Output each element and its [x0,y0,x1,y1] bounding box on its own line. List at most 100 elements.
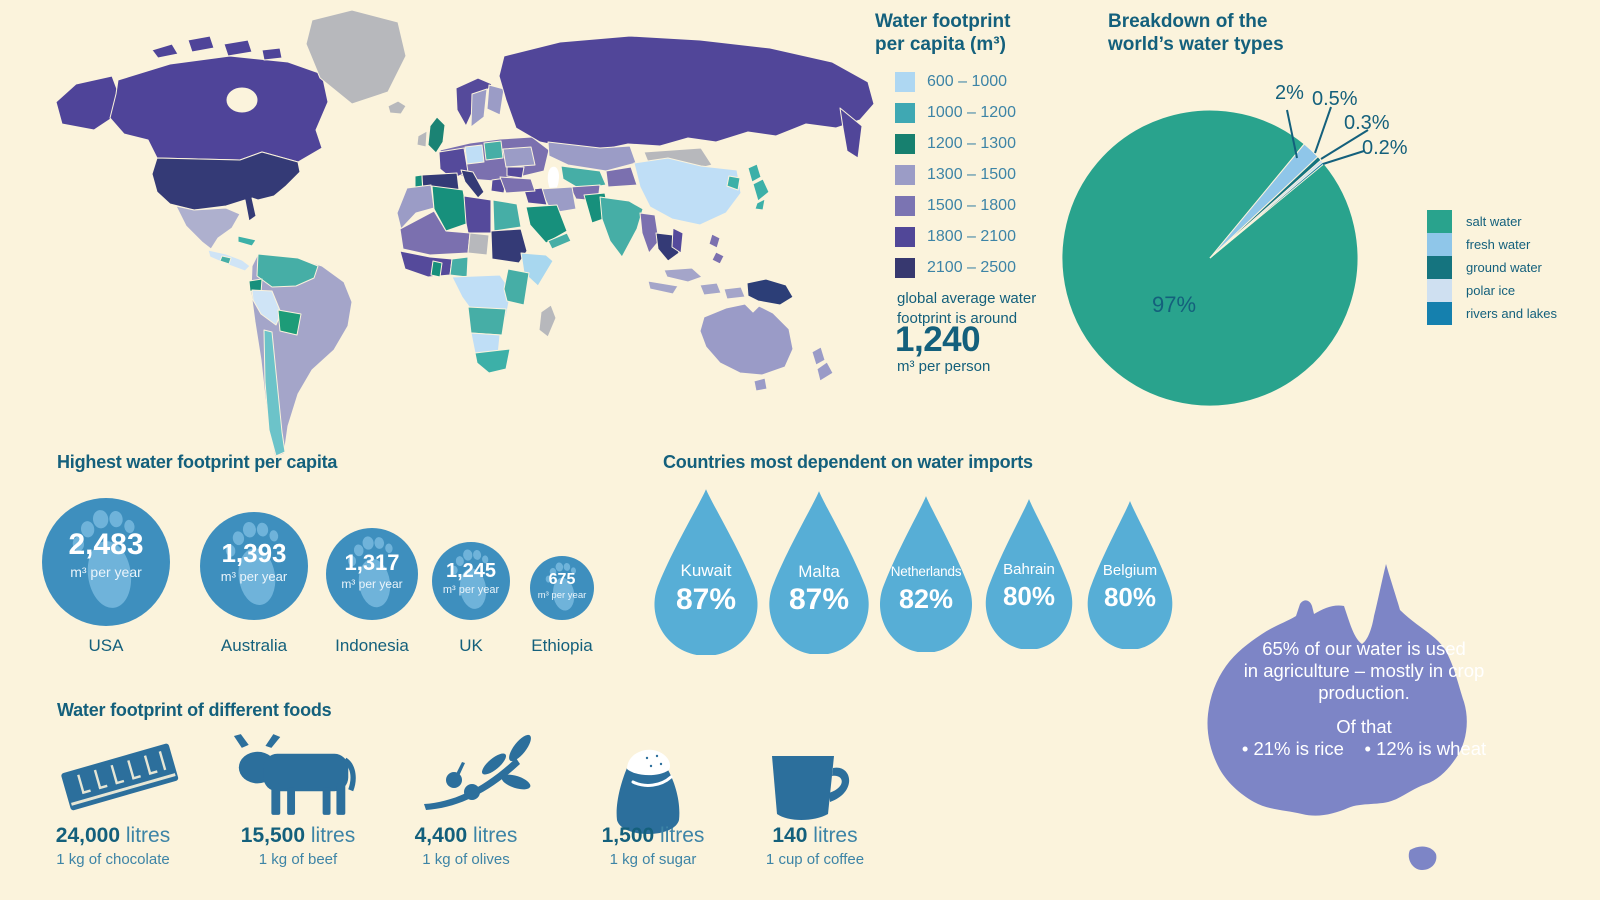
australia-fact-line2: in agriculture – mostly in crop [1243,660,1485,681]
pie-callout-rivers: 0.2% [1362,137,1408,159]
bin-label: 1300 – 1500 [927,166,1016,183]
food-unit: litres [660,824,705,847]
drop-country: Belgium [1102,562,1158,579]
bin-swatch [895,165,915,185]
footprint-circle-indonesia: 1,317 m³ per year [326,528,418,620]
food-value-sugar: 1,500 litres [602,824,705,848]
pie-legend-label: polar ice [1466,283,1516,298]
pie-legend-row: fresh water [1427,233,1530,256]
food-value: 15,500 [240,824,306,847]
footprint-unit: m³ per year [70,564,142,580]
footprint-unit: m³ per year [442,584,500,596]
food-unit: litres [125,824,171,847]
footprint-circle-uk: 1,245 m³ per year [432,542,510,620]
food-caption-chocolate: 1 kg of chocolate [56,851,170,868]
pie-callout-ground: 0.5% [1312,88,1358,110]
footprint-circle-australia: 1,393 m³ per year [200,512,308,620]
bin-label: 1200 – 1300 [927,135,1016,152]
footprint-value: 1,393 [221,538,287,568]
drop-country: Netherlands [890,563,962,579]
water-drop-bahrain: Bahrain 80% [982,497,1076,649]
bin-swatch [895,196,915,216]
footprint-circle-usa: 2,483 m³ per year [42,498,170,626]
food-caption-beef: 1 kg of beef [258,851,338,868]
pie-legend-row: ground water [1427,256,1542,279]
bin-swatch [895,258,915,278]
tasmania [1408,846,1437,870]
pie-callout-polar: 0.3% [1344,112,1390,134]
food-caption-olives: 1 kg of olives [422,851,510,868]
coffee-mug-icon [772,756,850,820]
drop-percentage: 82% [898,584,954,615]
drop-percentage: 80% [1002,580,1056,611]
pie-salt-water-percentage: 97% [1152,292,1197,317]
map-asia [498,35,875,300]
pie-legend-label: rivers and lakes [1466,306,1558,321]
map-europe [414,77,550,200]
bin-label: 1500 – 1800 [927,197,1016,214]
olive-branch-icon [424,734,531,810]
bin-swatch [895,134,915,154]
legend-bin: 1500 – 1800 [895,196,1016,216]
food-value: 140 [772,824,808,847]
pie-legend-swatch [1427,279,1452,302]
map-africa [396,184,557,374]
legend-bin: 1300 – 1500 [895,165,1016,185]
footprint-country-uk: UK [459,636,483,655]
pie-legend-label: ground water [1466,260,1542,275]
pie-legend-label: fresh water [1466,237,1531,252]
pie-legend-swatch [1427,233,1452,256]
pie-legend-swatch [1427,210,1452,233]
pie-callout-fresh: 2% [1275,82,1304,104]
bin-label: 1800 – 2100 [927,228,1016,245]
map-north-america [55,9,407,272]
food-value-chocolate: 24,000 litres [56,824,170,848]
bin-swatch [895,72,915,92]
food-value: 24,000 [55,824,121,847]
map-legend-title-line1: Water footprint [875,11,1011,32]
global-average-note-line2: footprint is around [897,310,1018,327]
food-value-olives: 4,400 litres [415,824,518,848]
food-unit: litres [813,824,858,847]
imports-heading: Countries most dependent on water import… [663,452,1033,472]
drop-icon [769,491,869,654]
global-average-value: 1,240 [895,320,981,359]
bin-swatch [895,103,915,123]
pie-legend-label: salt water [1466,214,1522,229]
food-caption-sugar: 1 kg of sugar [609,851,697,868]
bin-label: 600 – 1000 [927,73,1008,90]
food-caption-coffee: 1 cup of coffee [765,851,865,868]
bin-label: 2100 – 2500 [927,259,1016,276]
legend-bin: 1000 – 1200 [895,103,1016,123]
footprint-circle-ethiopia: 675 m³ per year [530,556,594,620]
bin-swatch [895,227,915,247]
footprint-value: 675 [548,571,576,588]
pie-legend-row: salt water [1427,210,1522,233]
drop-percentage: 87% [788,583,850,617]
pie-legend-row: polar ice [1427,279,1515,302]
global-average-note-line1: global average water [897,290,1037,307]
pie-title-line1: Breakdown of the [1108,11,1268,32]
food-value: 1,500 [601,824,655,847]
drop-icon [1087,501,1173,649]
chocolate-bar-icon [61,743,179,811]
legend-bin: 2100 – 2500 [895,258,1016,278]
drop-country: Malta [798,561,840,581]
pie-title-line2: world’s water types [1108,34,1284,55]
australia-fact-line1: 65% of our water is used [1262,638,1466,659]
drop-icon [880,496,972,652]
drop-country: Kuwait [680,560,732,580]
food-unit: litres [473,824,518,847]
australia-wheat-bullet: • 12% is wheat [1364,738,1487,759]
water-types-pie-chart [1061,106,1369,407]
legend-bin: 1200 – 1300 [895,134,1016,154]
drop-icon [654,489,758,655]
map-south-america [248,253,353,458]
sugar-sack-icon [616,749,680,834]
footprints-heading: Highest water footprint per capita [57,452,338,472]
foods-heading: Water footprint of different foods [57,700,332,720]
footprint-value: 1,317 [344,550,400,575]
bin-label: 1000 – 1200 [927,104,1016,121]
cow-icon [233,734,356,815]
